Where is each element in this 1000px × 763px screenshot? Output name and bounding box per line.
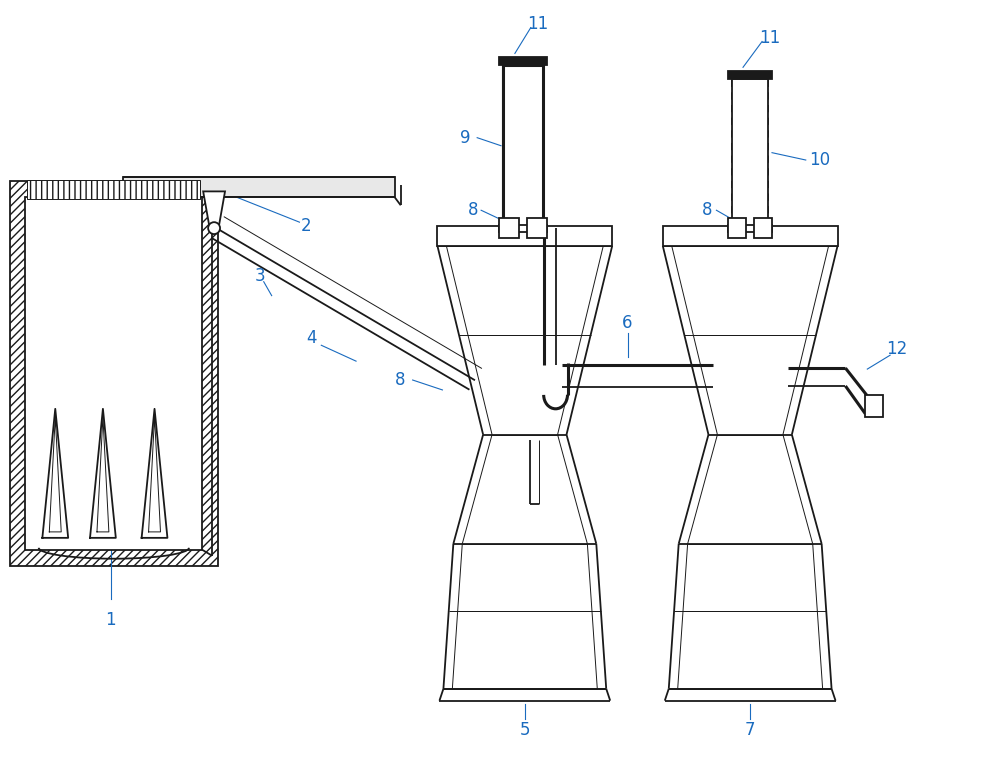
Text: 10: 10 <box>809 151 830 169</box>
Text: 8: 8 <box>702 201 713 219</box>
Polygon shape <box>203 192 225 225</box>
Text: 3: 3 <box>254 267 265 285</box>
Text: 6: 6 <box>622 314 633 333</box>
Bar <box>437 226 612 246</box>
Bar <box>754 218 772 238</box>
Bar <box>728 225 772 232</box>
Text: 7: 7 <box>745 722 755 739</box>
Text: 9: 9 <box>460 129 471 146</box>
Circle shape <box>208 222 220 234</box>
Text: 5: 5 <box>520 722 530 739</box>
Bar <box>10 182 218 565</box>
Text: 4: 4 <box>306 330 317 347</box>
Bar <box>499 218 519 238</box>
Bar <box>663 226 838 246</box>
Text: 11: 11 <box>759 28 781 47</box>
Text: 11: 11 <box>527 14 548 33</box>
Bar <box>527 218 547 238</box>
Text: 1: 1 <box>106 611 116 629</box>
Bar <box>865 395 883 417</box>
Bar <box>499 57 547 66</box>
Bar <box>27 181 200 199</box>
Bar <box>25 198 202 550</box>
Bar <box>732 79 768 226</box>
Bar <box>503 66 543 226</box>
Bar <box>728 218 746 238</box>
Polygon shape <box>123 178 395 198</box>
Bar <box>728 71 772 79</box>
Text: 8: 8 <box>394 371 405 389</box>
Text: 8: 8 <box>468 201 478 219</box>
Bar <box>499 225 547 232</box>
Text: 12: 12 <box>886 340 908 359</box>
Text: 2: 2 <box>301 217 312 235</box>
